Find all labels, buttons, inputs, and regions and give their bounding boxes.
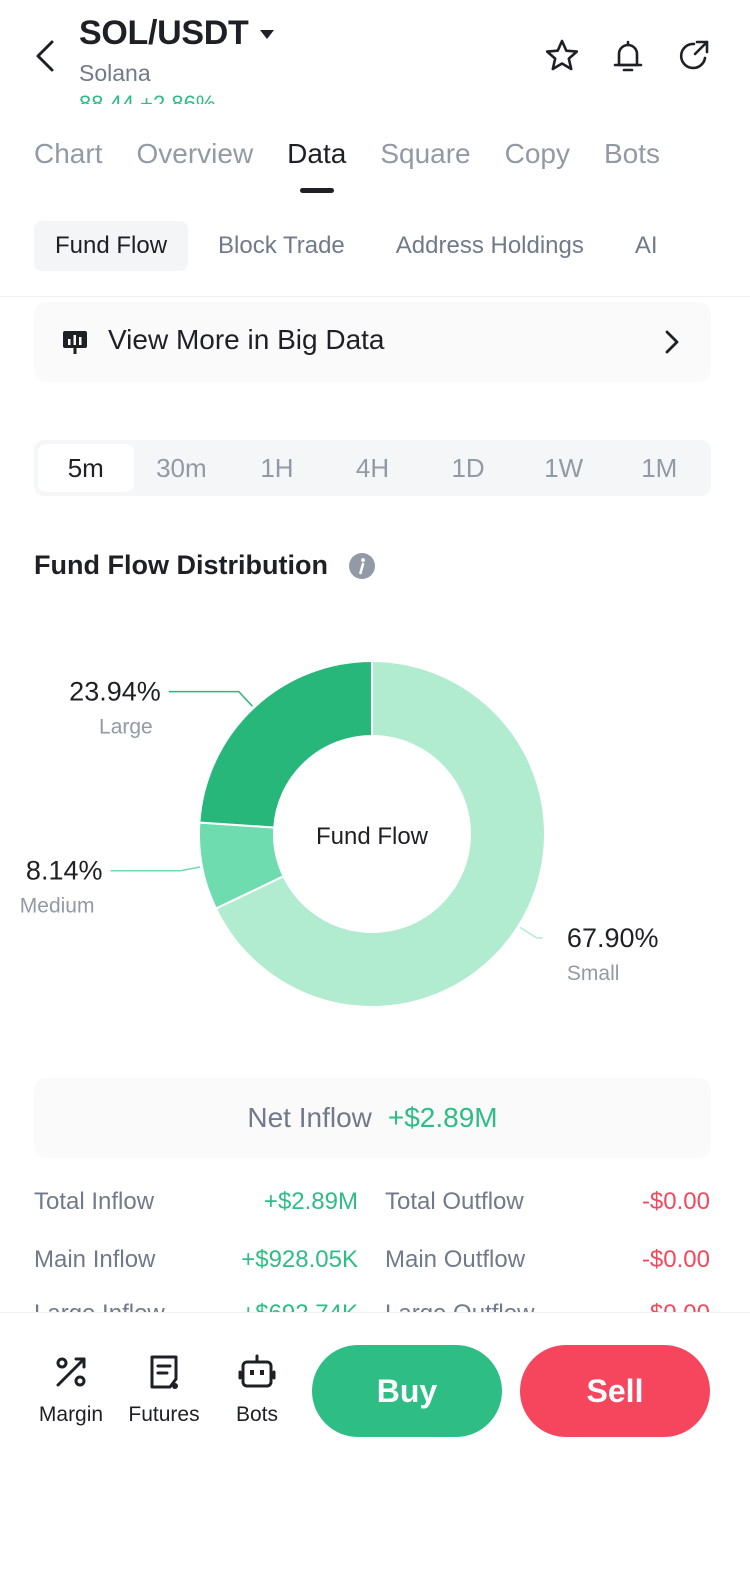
tab-copy[interactable]: Copy [504,138,570,169]
info-icon[interactable] [348,552,376,580]
slice-percent-large: 23.94% [69,677,161,707]
margin-icon [56,1357,86,1387]
main-tabs: Chart Overview Data Square Copy Bots [34,134,694,198]
futures-icon [150,1355,178,1389]
interval-5m[interactable]: 5m [38,444,134,492]
slice-percent-small: 67.90% [567,923,659,953]
flow-right-value: -$0.00 [641,1188,710,1215]
star-icon[interactable] [544,38,580,74]
data-subtabs: Fund Flow Block Trade Address Holdings A… [34,221,688,271]
slice-percent-medium: 8.14% [26,856,103,886]
banner-label: View More in Big Data [108,324,385,355]
tab-chart[interactable]: Chart [34,138,103,169]
tab-data[interactable]: Data [287,134,346,198]
fund-flow-distribution-title: Fund Flow Distribution [34,550,328,580]
subtab-fund-flow[interactable]: Fund Flow [34,221,189,271]
divider [0,296,750,297]
flow-right-label: Total Outflow [385,1188,524,1215]
tab-overview[interactable]: Overview [136,138,254,169]
flow-left-value: +$2.89M [263,1188,358,1215]
nav-margin[interactable]: Margin [26,1353,116,1427]
leader-line-large [168,690,253,707]
interval-1w[interactable]: 1W [544,453,584,483]
flow-row: Main Inflow +$928.05K Main Outflow -$0.0… [0,1240,750,1280]
interval-selector: 5m 30m 1H 4H 1D 1W 1M [34,440,711,496]
interval-1d[interactable]: 1D [451,453,485,483]
nav-futures[interactable]: Futures [119,1353,209,1427]
fund-flow-donut-chart: 67.90% Small 8.14% Medium 23.94% Large Fund F… [20,659,659,1008]
interval-4h[interactable]: 4H [355,453,390,483]
subtab-ai[interactable]: AI [634,232,658,259]
interval-1h[interactable]: 1H [260,453,294,483]
flow-left-value: +$692.74K [241,1294,358,1312]
net-inflow-label: Net Inflow [247,1102,372,1133]
flow-right-value: -$0.00 [641,1246,710,1273]
donut-center-label: Fund Flow [316,823,429,850]
pair-title: SOL/USDT [79,14,249,52]
big-data-banner[interactable]: View More in Big Data [34,302,711,382]
tab-square[interactable]: Square [380,138,471,169]
slice-name-large: Large [99,716,153,739]
chevron-right-icon [665,330,679,354]
slice-name-medium: Medium [20,895,95,918]
flow-right-value: -$0.00 [642,1294,710,1312]
tab-bots[interactable]: Bots [604,138,661,169]
net-inflow-value: +$2.89M [387,1102,498,1133]
bell-icon[interactable] [610,38,646,74]
leader-line-small [519,926,543,939]
nav-bots-label: Bots [235,1403,279,1426]
leader-line-medium [110,866,201,872]
flow-right-label: Large Outflow [385,1294,534,1312]
presentation-chart-icon [63,331,87,354]
active-tab-indicator [299,188,334,193]
interval-30m[interactable]: 30m [156,453,207,483]
coin-name: Solana [79,60,151,86]
subtab-address-holdings[interactable]: Address Holdings [395,232,584,259]
flow-left-label: Total Inflow [34,1188,155,1215]
section-title: Fund Flow Distribution [34,550,376,581]
net-inflow-box: Net Inflow +$2.89M [34,1078,711,1158]
flow-left-label: Main Inflow [34,1246,156,1273]
share-icon[interactable] [676,38,712,74]
subtab-block-trade[interactable]: Block Trade [218,232,345,259]
flow-table: Total Inflow +$2.89M Total Outflow -$0.0… [0,1172,750,1312]
flow-row: Total Inflow +$2.89M Total Outflow -$0.0… [0,1182,750,1222]
price-change: 88.44 +2.86% [79,91,216,104]
bottom-trade-bar: Margin Futures Bots Buy Sell [0,1312,750,1580]
header: SOL/USDT Solana 88.44 +2.86% [0,0,750,104]
flow-left-value: +$928.05K [241,1246,358,1273]
back-arrow-icon[interactable] [30,36,62,76]
nav-futures-label: Futures [128,1403,200,1426]
nav-bots[interactable]: Bots [212,1353,302,1427]
sell-button[interactable]: Sell [520,1345,710,1437]
bots-icon [238,1354,276,1388]
caret-down-icon [259,29,274,39]
donut-slice-small [214,659,546,1008]
buy-button[interactable]: Buy [312,1345,502,1437]
pair-selector[interactable]: SOL/USDT [79,14,275,53]
flow-left-label: Large Inflow [34,1294,165,1312]
donut-slice-large [198,659,373,829]
flow-row: Large Inflow +$692.74K Large Outflow -$0… [0,1294,750,1312]
flow-right-label: Main Outflow [385,1246,526,1273]
interval-1m[interactable]: 1M [641,453,678,483]
slice-name-small: Small [567,962,620,985]
nav-margin-label: Margin [38,1403,104,1426]
